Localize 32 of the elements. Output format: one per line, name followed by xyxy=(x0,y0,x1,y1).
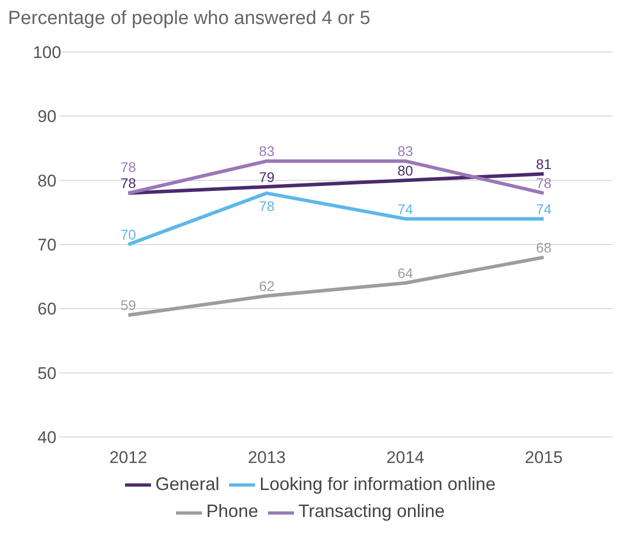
data-label: 80 xyxy=(397,162,414,178)
data-label: 59 xyxy=(120,297,136,314)
data-label: 74 xyxy=(536,200,552,217)
data-label: 74 xyxy=(397,200,414,217)
data-label: 62 xyxy=(258,278,275,294)
x-tick-label: 2015 xyxy=(524,448,563,468)
y-tick-label: 100 xyxy=(32,43,62,62)
data-label: 64 xyxy=(397,265,414,281)
data-label: 81 xyxy=(536,156,552,172)
data-label: 78 xyxy=(120,159,136,176)
x-tick-label: 2013 xyxy=(248,448,286,468)
chart-title: Percentage of people who answered 4 or 5 xyxy=(8,8,370,30)
data-label: 83 xyxy=(397,143,414,160)
data-label: 70 xyxy=(120,226,136,242)
y-tick-label: 40 xyxy=(38,428,56,448)
data-label: 79 xyxy=(258,168,275,185)
data-label: 78 xyxy=(258,198,275,214)
data-label: 83 xyxy=(258,143,275,160)
y-tick-label: 60 xyxy=(38,300,56,319)
legend-label: Phone xyxy=(206,501,258,522)
y-tick-label: 80 xyxy=(38,171,56,190)
legend-label: General xyxy=(155,474,220,494)
x-tick-label: 2014 xyxy=(386,448,424,468)
legend-label: Transacting online xyxy=(298,501,445,522)
y-tick-label: 70 xyxy=(38,236,56,255)
data-label: 68 xyxy=(536,239,552,256)
data-label: 78 xyxy=(120,175,136,192)
data-label: 78 xyxy=(536,175,552,192)
y-tick-label: 50 xyxy=(38,364,56,383)
y-tick-label: 90 xyxy=(38,107,56,126)
x-tick-label: 2012 xyxy=(109,448,148,468)
legend-label: Looking for information online xyxy=(259,474,496,494)
